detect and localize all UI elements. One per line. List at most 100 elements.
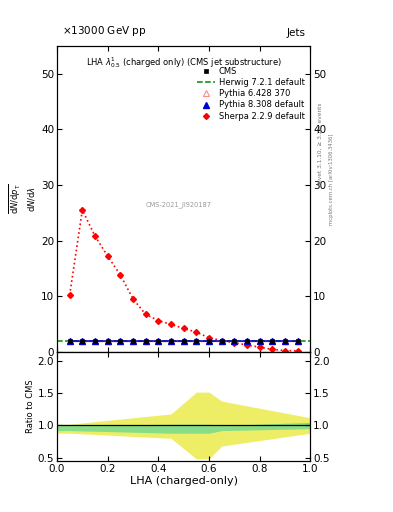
Pythia 6.428 370 — [67, 337, 72, 344]
Pythia 8.308 default — [93, 337, 97, 344]
Sherpa 2.2.9 default — [270, 347, 275, 353]
Pythia 8.308 default — [131, 337, 136, 344]
Pythia 6.428 370 — [156, 337, 161, 344]
Pythia 8.308 default — [270, 337, 275, 344]
Sherpa 2.2.9 default — [93, 233, 97, 239]
CMS — [80, 337, 85, 344]
Pythia 6.428 370 — [194, 337, 199, 344]
CMS — [105, 337, 110, 344]
Herwig 7.2.1 default — [270, 337, 275, 344]
Herwig 7.2.1 default — [232, 337, 237, 344]
Herwig 7.2.1 default — [67, 337, 72, 344]
Pythia 8.308 default — [245, 337, 250, 344]
Pythia 8.308 default — [143, 337, 148, 344]
Sherpa 2.2.9 default — [143, 311, 148, 317]
Legend: CMS, Herwig 7.2.1 default, Pythia 6.428 370, Pythia 8.308 default, Sherpa 2.2.9 : CMS, Herwig 7.2.1 default, Pythia 6.428 … — [195, 66, 306, 122]
Pythia 8.308 default — [194, 337, 199, 344]
Pythia 8.308 default — [232, 337, 237, 344]
CMS — [131, 337, 136, 344]
Herwig 7.2.1 default — [245, 337, 250, 344]
Pythia 6.428 370 — [296, 337, 300, 344]
Sherpa 2.2.9 default — [118, 272, 123, 278]
Pythia 6.428 370 — [219, 337, 224, 344]
Pythia 6.428 370 — [232, 337, 237, 344]
CMS — [219, 337, 224, 344]
Herwig 7.2.1 default — [283, 337, 288, 344]
Pythia 6.428 370 — [105, 337, 110, 344]
Pythia 8.308 default — [182, 337, 186, 344]
Pythia 6.428 370 — [143, 337, 148, 344]
Pythia 8.308 default — [169, 337, 173, 344]
Sherpa 2.2.9 default — [296, 348, 300, 354]
Pythia 8.308 default — [283, 337, 288, 344]
Text: mcplots.cern.ch [arXiv:1306.3436]: mcplots.cern.ch [arXiv:1306.3436] — [329, 134, 334, 225]
Text: LHA $\lambda^{1}_{0.5}$ (charged only) (CMS jet substructure): LHA $\lambda^{1}_{0.5}$ (charged only) (… — [86, 55, 282, 70]
Sherpa 2.2.9 default — [207, 335, 211, 341]
CMS — [169, 337, 173, 344]
Pythia 8.308 default — [118, 337, 123, 344]
Herwig 7.2.1 default — [219, 337, 224, 344]
Pythia 6.428 370 — [169, 337, 173, 344]
CMS — [182, 337, 186, 344]
X-axis label: LHA (charged-only): LHA (charged-only) — [130, 476, 238, 486]
CMS — [245, 337, 250, 344]
CMS — [270, 337, 275, 344]
CMS — [93, 337, 97, 344]
Herwig 7.2.1 default — [55, 337, 59, 344]
Pythia 8.308 default — [296, 337, 300, 344]
Pythia 6.428 370 — [257, 337, 262, 344]
Herwig 7.2.1 default — [207, 337, 211, 344]
Y-axis label: 1
$\overline{\mathrm{d}N/\mathrm{d}p_\mathrm{T}}$
$\mathrm{d}N/\mathrm{d}\lambda: 1 $\overline{\mathrm{d}N/\mathrm{d}p_\ma… — [0, 183, 37, 215]
Text: CMS-2021_JI920187: CMS-2021_JI920187 — [146, 201, 212, 208]
Herwig 7.2.1 default — [169, 337, 173, 344]
Sherpa 2.2.9 default — [67, 292, 72, 298]
Sherpa 2.2.9 default — [283, 348, 288, 354]
Text: $\times$13000 GeV pp: $\times$13000 GeV pp — [62, 25, 147, 38]
Line: CMS: CMS — [67, 338, 300, 343]
Herwig 7.2.1 default — [156, 337, 161, 344]
Line: Pythia 6.428 370: Pythia 6.428 370 — [67, 338, 301, 344]
Pythia 6.428 370 — [80, 337, 85, 344]
Y-axis label: Ratio to CMS: Ratio to CMS — [26, 379, 35, 433]
Sherpa 2.2.9 default — [131, 296, 136, 302]
Pythia 6.428 370 — [207, 337, 211, 344]
Sherpa 2.2.9 default — [219, 337, 224, 344]
CMS — [257, 337, 262, 344]
Sherpa 2.2.9 default — [257, 344, 262, 350]
Herwig 7.2.1 default — [105, 337, 110, 344]
Pythia 8.308 default — [156, 337, 161, 344]
Sherpa 2.2.9 default — [245, 342, 250, 348]
CMS — [143, 337, 148, 344]
Sherpa 2.2.9 default — [105, 253, 110, 259]
Sherpa 2.2.9 default — [156, 317, 161, 324]
CMS — [207, 337, 211, 344]
Pythia 6.428 370 — [93, 337, 97, 344]
Pythia 8.308 default — [67, 337, 72, 344]
Pythia 6.428 370 — [283, 337, 288, 344]
Herwig 7.2.1 default — [118, 337, 123, 344]
Text: Jets: Jets — [286, 29, 305, 38]
Herwig 7.2.1 default — [257, 337, 262, 344]
Herwig 7.2.1 default — [182, 337, 186, 344]
CMS — [194, 337, 199, 344]
CMS — [118, 337, 123, 344]
Sherpa 2.2.9 default — [80, 207, 85, 213]
Pythia 8.308 default — [219, 337, 224, 344]
Pythia 8.308 default — [257, 337, 262, 344]
CMS — [296, 337, 300, 344]
Pythia 6.428 370 — [270, 337, 275, 344]
Pythia 8.308 default — [207, 337, 211, 344]
Pythia 8.308 default — [80, 337, 85, 344]
Sherpa 2.2.9 default — [232, 339, 237, 346]
CMS — [67, 337, 72, 344]
CMS — [156, 337, 161, 344]
Text: Rivet 3.1.10, ≥ 3.2M events: Rivet 3.1.10, ≥ 3.2M events — [318, 102, 323, 185]
CMS — [232, 337, 237, 344]
Pythia 6.428 370 — [118, 337, 123, 344]
Sherpa 2.2.9 default — [194, 329, 199, 335]
CMS — [283, 337, 288, 344]
Herwig 7.2.1 default — [143, 337, 148, 344]
Herwig 7.2.1 default — [194, 337, 199, 344]
Herwig 7.2.1 default — [80, 337, 85, 344]
Line: Sherpa 2.2.9 default: Sherpa 2.2.9 default — [68, 208, 300, 353]
